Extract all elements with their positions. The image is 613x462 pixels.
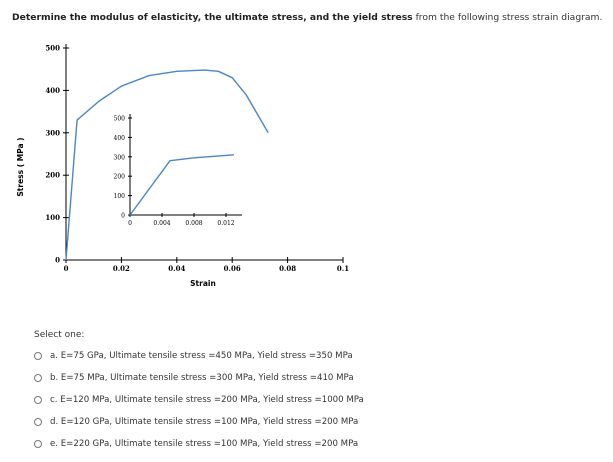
radio-button-a[interactable] bbox=[34, 352, 42, 360]
option-a[interactable]: a. E=75 GPa, Ultimate tensile stress =45… bbox=[34, 345, 364, 367]
main-x-tick-label: 0.06 bbox=[224, 264, 241, 273]
option-c[interactable]: c. E=120 MPa, Ultimate tensile stress =2… bbox=[34, 389, 364, 411]
option-a-label: a. E=75 GPa, Ultimate tensile stress =45… bbox=[50, 351, 353, 361]
main-y-tick-label: 200 bbox=[45, 171, 60, 180]
option-b[interactable]: b. E=75 MPa, Ultimate tensile stress =30… bbox=[34, 367, 364, 389]
radio-button-b[interactable] bbox=[34, 374, 42, 382]
option-b-label: b. E=75 MPa, Ultimate tensile stress =30… bbox=[50, 373, 354, 383]
inset-x-tick-label: 0.008 bbox=[185, 220, 202, 227]
option-c-label: c. E=120 MPa, Ultimate tensile stress =2… bbox=[50, 395, 364, 405]
question-rest: from the following stress strain diagram… bbox=[412, 12, 603, 23]
main-y-tick-label: 0 bbox=[55, 256, 60, 265]
main-series-line bbox=[65, 69, 269, 261]
inset-y-tick-label: 500 bbox=[114, 116, 126, 123]
main-x-tick-label: 0.08 bbox=[279, 264, 296, 273]
option-d[interactable]: d. E=120 GPa, Ultimate tensile stress =1… bbox=[34, 411, 364, 433]
main-x-tick-label: 0.1 bbox=[337, 264, 349, 273]
inset-series-line bbox=[129, 154, 235, 216]
main-x-tick-label: 0 bbox=[64, 264, 69, 273]
inset-y-tick-label: 400 bbox=[114, 135, 126, 142]
main-y-tick-label: 500 bbox=[45, 44, 60, 53]
inset-y-tick-label: 200 bbox=[114, 174, 126, 181]
radio-button-c[interactable] bbox=[34, 396, 42, 404]
question-text: Determine the modulus of elasticity, the… bbox=[12, 12, 610, 24]
inset-y-tick-label: 100 bbox=[114, 193, 126, 200]
inset-x-tick-label: 0.004 bbox=[153, 220, 170, 227]
radio-button-d[interactable] bbox=[34, 418, 42, 426]
radio-button-e[interactable] bbox=[34, 440, 42, 448]
main-y-tick-label: 100 bbox=[45, 213, 60, 222]
option-e-label: e. E=220 GPa, Ultimate tensile stress =1… bbox=[50, 439, 359, 449]
main-y-tick-label: 300 bbox=[45, 128, 60, 137]
inset-x-tick-label: 0 bbox=[128, 220, 132, 227]
option-d-label: d. E=120 GPa, Ultimate tensile stress =1… bbox=[50, 417, 359, 427]
select-one-label: Select one: bbox=[34, 330, 85, 340]
question-bold: Determine the modulus of elasticity, the… bbox=[12, 12, 413, 23]
y-axis-label: Stress ( MPa ) bbox=[16, 137, 25, 196]
stress-strain-chart: 0 100 200 300 400 500 0 0.02 0.04 0.06 0.08 0.1 0 10… bbox=[16, 44, 349, 289]
main-x-tick-label: 0.02 bbox=[113, 264, 130, 273]
option-e[interactable]: e. E=220 GPa, Ultimate tensile stress =1… bbox=[34, 433, 364, 455]
answer-options: a. E=75 GPa, Ultimate tensile stress =45… bbox=[34, 345, 364, 455]
inset-y-tick-label: 0 bbox=[121, 213, 125, 220]
x-axis-label: Strain bbox=[190, 279, 216, 288]
main-y-tick-label: 400 bbox=[45, 86, 60, 95]
inset-y-tick-label: 300 bbox=[114, 154, 126, 161]
inset-x-tick-label: 0.012 bbox=[217, 220, 234, 227]
main-x-tick-label: 0.04 bbox=[168, 264, 185, 273]
